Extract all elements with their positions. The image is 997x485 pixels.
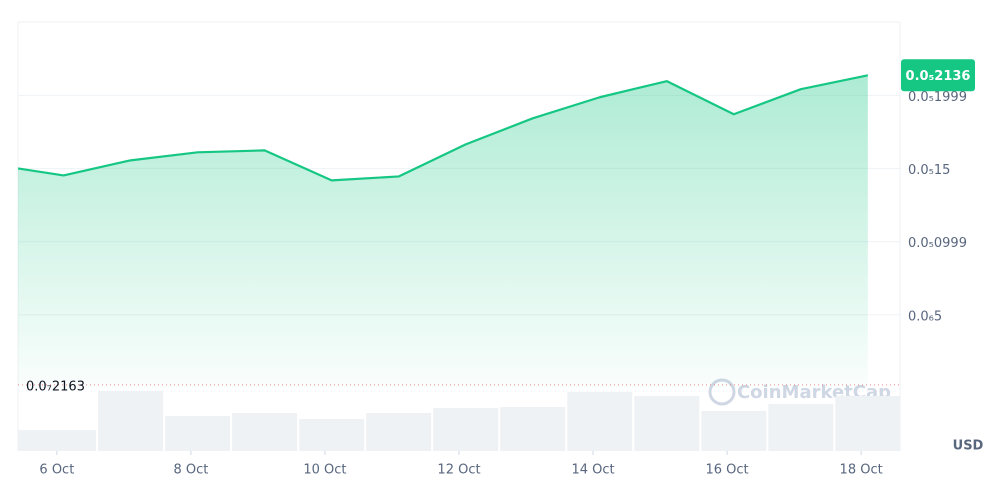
volume-bar	[232, 413, 298, 451]
y-tick-label: 0.0₅15	[908, 163, 950, 178]
volume-bar	[768, 404, 834, 451]
price-label: 0.0₅2136	[906, 69, 971, 84]
x-tick-label: 12 Oct	[437, 463, 480, 478]
x-tick-label: 16 Oct	[706, 463, 749, 478]
x-tick-label: 10 Oct	[303, 463, 346, 478]
x-tick-label: 6 Oct	[39, 463, 74, 478]
volume-bar	[835, 396, 901, 451]
x-tick-label: 14 Oct	[571, 463, 614, 478]
volume-bar	[701, 411, 767, 451]
volume-bar	[165, 416, 231, 451]
currency: USD	[953, 439, 984, 454]
volume-bar	[366, 413, 432, 451]
x-tick-label: 8 Oct	[173, 463, 208, 478]
y-tick-label: 0.0₅1999	[908, 90, 967, 105]
line	[17, 74, 869, 182]
volume-bar	[634, 396, 700, 451]
area	[18, 75, 868, 388]
y-tick-label: 0.0₅0999	[908, 236, 967, 251]
min-label: 0.0₇2163	[26, 379, 85, 394]
volume-bar	[567, 392, 633, 451]
volume-bar	[299, 419, 365, 451]
x-tick-label: 18 Oct	[840, 463, 883, 478]
volume-bar	[31, 430, 97, 451]
volume-bar	[500, 407, 566, 451]
price-badge	[901, 59, 975, 92]
volume-bar	[98, 391, 164, 451]
volume-bar	[433, 408, 499, 451]
y-tick-label: 0.0₆5	[908, 309, 942, 324]
